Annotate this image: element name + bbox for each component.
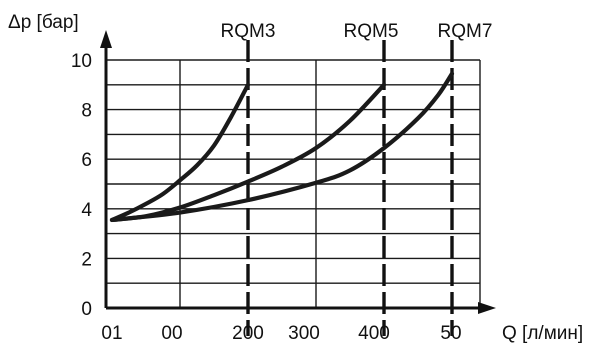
x-tick-label: 01 bbox=[101, 323, 122, 344]
grid bbox=[106, 59, 481, 308]
x-tick-label: 200 bbox=[232, 323, 264, 344]
y-axis-arrow bbox=[100, 30, 112, 48]
y-tick-label: 6 bbox=[81, 150, 92, 171]
x-axis-arrow bbox=[478, 302, 496, 314]
curves bbox=[109, 71, 455, 223]
labels: 0 2 4 6 8 10 01 00 200 300 400 50 RQM3 RQM5 RQM7 Δp [ба… bbox=[8, 12, 583, 344]
y-tick-label: 4 bbox=[81, 200, 92, 221]
axes bbox=[100, 30, 496, 314]
series-line-rqm7 bbox=[109, 71, 455, 223]
series-label-rqm3: RQM3 bbox=[221, 21, 276, 42]
y-tick-label: 2 bbox=[81, 249, 92, 270]
x-tick-label: 300 bbox=[288, 323, 320, 344]
y-tick-label: 10 bbox=[71, 51, 92, 72]
series-line-rqm3 bbox=[109, 82, 251, 223]
series-label-rqm7: RQM7 bbox=[438, 21, 493, 42]
x-tick-label: 00 bbox=[161, 323, 182, 344]
x-tick-label: 400 bbox=[358, 323, 390, 344]
y-tick-label: 0 bbox=[81, 299, 92, 320]
series-label-rqm5: RQM5 bbox=[344, 21, 399, 42]
y-tick-label: 8 bbox=[81, 101, 92, 122]
x-tick-label: 50 bbox=[440, 323, 461, 344]
y-axis-label: Δp [бар] bbox=[8, 12, 79, 33]
x-axis-label: Q [л/мин] bbox=[502, 323, 583, 344]
